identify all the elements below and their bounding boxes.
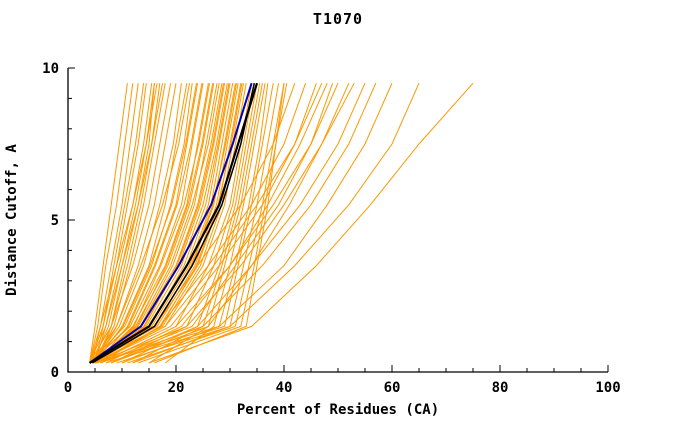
model-curve (92, 83, 214, 364)
y-tick-label: 10 (42, 61, 59, 77)
model-curve (94, 82, 323, 364)
model-curve (90, 83, 203, 364)
x-tick-label: 20 (168, 380, 185, 396)
model-curve (89, 83, 228, 364)
y-tick-label: 0 (51, 365, 59, 381)
model-curve (94, 83, 269, 364)
model-curve (110, 83, 255, 364)
x-tick-label: 100 (595, 380, 620, 396)
model-curve (94, 83, 209, 364)
x-axis-label: Percent of Residues (CA) (237, 402, 439, 418)
x-tick-label: 80 (492, 380, 509, 396)
model-curve (105, 82, 328, 364)
model-curve (100, 83, 307, 364)
model-curve (132, 82, 420, 364)
model-curve (94, 83, 177, 364)
x-tick-label: 0 (64, 380, 72, 396)
series-lines-layer (89, 82, 474, 364)
model-curve (89, 83, 224, 364)
model-curve (116, 83, 280, 364)
x-tick-label: 40 (276, 380, 293, 396)
model-curve (111, 82, 366, 364)
model-curve (89, 83, 147, 364)
model-curve (94, 83, 153, 364)
model-curve (94, 82, 350, 364)
highlight-curve-black-1 (89, 82, 259, 364)
model-curve (94, 83, 145, 364)
y-tick-label: 5 (51, 213, 59, 229)
model-curve (94, 83, 166, 364)
model-curve (89, 83, 172, 364)
chart-title: T1070 (313, 10, 363, 28)
model-curve (105, 83, 274, 364)
model-curve (121, 82, 393, 364)
model-curve (97, 83, 155, 364)
model-curve (100, 82, 339, 364)
model-curve (89, 83, 134, 364)
highlighted-lines-layer (89, 82, 259, 364)
model-curve (111, 82, 355, 364)
highlight-curve-blue (89, 82, 253, 364)
axes-layer: 0 20 40 60 80 100 0 5 10 (42, 61, 621, 396)
model-curve (90, 83, 190, 364)
model-curve (94, 83, 317, 364)
y-axis-label: Distance Cutoff, A (4, 144, 20, 296)
model-curve (93, 83, 197, 364)
model-curve (89, 83, 158, 364)
x-tick-label: 60 (384, 380, 401, 396)
model-curve (154, 83, 285, 364)
model-curve (148, 82, 474, 364)
model-curve (95, 83, 210, 364)
model-curve (89, 83, 163, 364)
model-curve (89, 83, 128, 363)
model-curve (100, 83, 334, 364)
model-curve (94, 83, 188, 364)
model-curve (100, 82, 377, 364)
model-curve (127, 83, 285, 364)
highlight-curve-black-2 (91, 83, 256, 364)
model-curve (89, 83, 204, 364)
